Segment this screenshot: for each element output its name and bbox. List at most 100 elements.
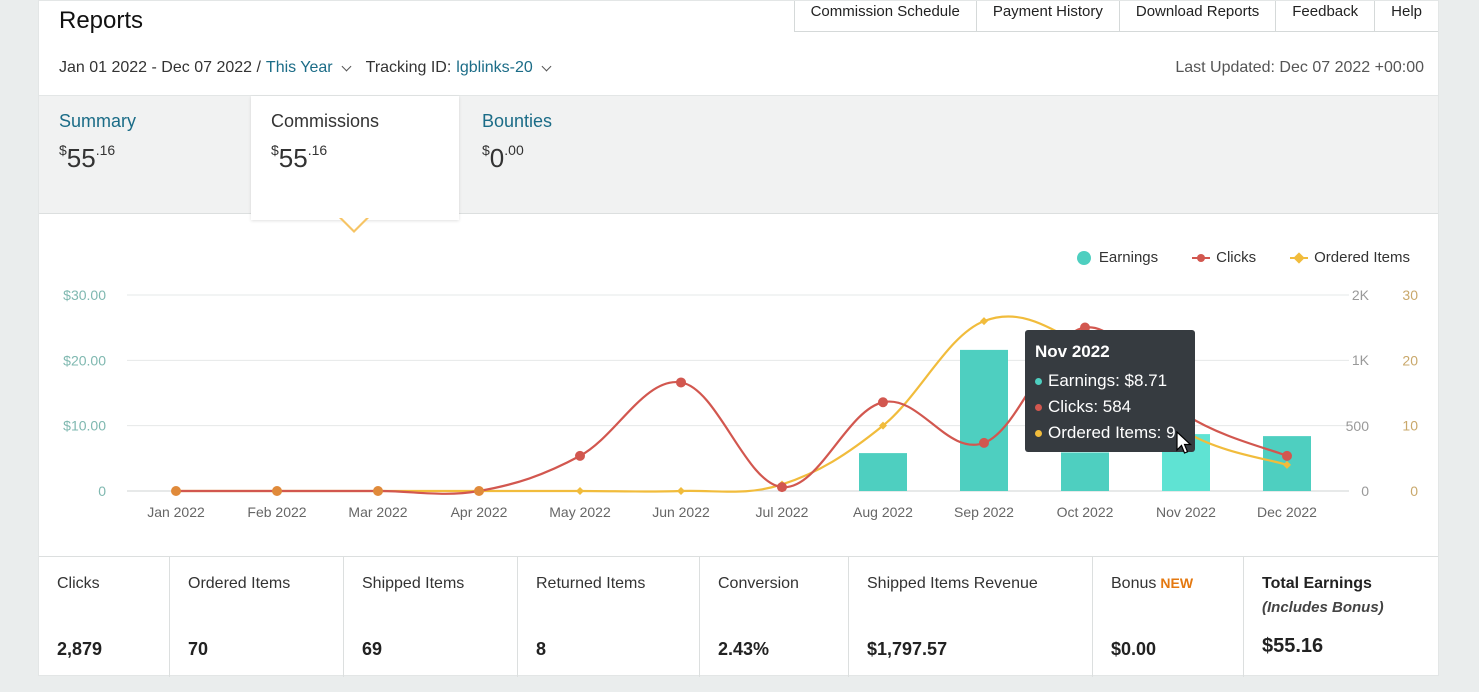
earnings-bar	[1061, 452, 1109, 491]
stat-value: $1,797.57	[867, 639, 948, 659]
tooltip-row-clicks: Clicks: 584	[1035, 394, 1185, 420]
filter-bar: Jan 01 2022 - Dec 07 2022 / This Year Tr…	[59, 59, 560, 77]
chart-tooltip: Nov 2022 Earnings: $8.71 Clicks: 584 Ord…	[1025, 330, 1195, 452]
tooltip-row-earnings: Earnings: $8.71	[1035, 368, 1185, 394]
x-axis-label: Jan 2022	[147, 504, 205, 520]
tracking-id-dropdown[interactable]: lgblinks-20	[456, 59, 533, 76]
x-axis-label: Dec 2022	[1257, 504, 1317, 520]
clicks-point	[979, 437, 989, 448]
clicks-point	[171, 486, 181, 496]
right-axis-ordered-tick: 10	[1402, 418, 1418, 434]
tab-commissions[interactable]: Commissions $55.16	[251, 96, 459, 220]
x-axis-label: Feb 2022	[247, 504, 306, 520]
stat-value: 2.43%	[718, 639, 770, 659]
stat-shipped-revenue: Shipped Items Revenue $1,797.57	[849, 557, 1093, 677]
tab-summary[interactable]: Summary $55.16	[39, 96, 251, 215]
left-axis-tick: $20.00	[63, 352, 106, 368]
stat-value: 2,879	[57, 639, 103, 659]
chart-legend: Earnings Clicks Ordered Items	[1043, 249, 1410, 266]
nav-payment-history[interactable]: Payment History	[977, 1, 1120, 31]
tab-summary-label: Summary	[59, 111, 137, 131]
x-axis-label: Jul 2022	[756, 504, 809, 520]
tab-bounties[interactable]: Bounties $0.00	[462, 96, 662, 215]
left-axis-tick: $30.00	[63, 287, 106, 303]
stat-sub-label: (Includes Bonus)	[1262, 599, 1384, 616]
active-tab-caret	[339, 217, 369, 233]
nav-feedback[interactable]: Feedback	[1276, 1, 1376, 31]
stat-total-earnings: Total Earnings (Includes Bonus) $55.16	[1244, 557, 1438, 677]
stat-clicks: Clicks 2,879	[39, 557, 170, 677]
stat-value: 8	[536, 639, 547, 659]
tracking-label: Tracking ID:	[365, 59, 452, 76]
legend-ordered-label: Ordered Items	[1314, 249, 1410, 266]
earnings-bar	[859, 453, 907, 491]
stat-shipped-items: Shipped Items 69	[344, 557, 518, 677]
tab-commissions-label: Commissions	[271, 111, 380, 131]
stat-bonus: Bonus NEW $0.00	[1093, 557, 1244, 677]
clicks-point	[272, 486, 282, 496]
clicks-point	[1282, 450, 1292, 461]
right-axis-clicks-tick: 2K	[1352, 287, 1370, 303]
left-axis-tick: 0	[98, 483, 106, 499]
x-axis-label: Aug 2022	[853, 504, 913, 520]
right-axis-clicks-tick: 0	[1361, 483, 1369, 499]
legend-ordered-items[interactable]: Ordered Items	[1290, 249, 1410, 266]
legend-earnings-marker	[1076, 250, 1091, 265]
earnings-bar	[960, 349, 1008, 491]
stat-value: 70	[188, 639, 209, 659]
legend-earnings[interactable]: Earnings	[1076, 249, 1159, 266]
chevron-down-icon[interactable]	[341, 61, 352, 71]
legend-clicks-marker	[1192, 253, 1211, 262]
stat-value: $55.16	[1262, 635, 1324, 657]
legend-clicks-label: Clicks	[1216, 249, 1257, 266]
mouse-cursor-icon	[1176, 431, 1192, 454]
ordered-items-point	[980, 317, 988, 326]
stat-conversion: Conversion 2.43%	[700, 557, 849, 677]
x-axis-label: Jun 2022	[652, 504, 710, 520]
stat-ordered-items: Ordered Items 70	[170, 557, 344, 677]
legend-earnings-label: Earnings	[1098, 249, 1159, 266]
nav-help[interactable]: Help	[1391, 3, 1422, 20]
right-axis-clicks-tick: 1K	[1352, 352, 1370, 368]
ordered-items-point	[879, 421, 887, 430]
last-updated: Last Updated: Dec 07 2022 +00:00	[1175, 59, 1424, 76]
stat-value: $0.00	[1111, 639, 1157, 659]
stat-label: Shipped Items	[362, 575, 465, 592]
period-dropdown[interactable]: This Year	[265, 59, 333, 76]
right-axis-ordered-tick: 0	[1410, 483, 1418, 499]
ordered-items-point	[1283, 460, 1291, 469]
left-axis-tick: $10.00	[63, 418, 106, 434]
clicks-point	[474, 486, 484, 496]
clicks-point	[878, 397, 888, 408]
clicks-point	[575, 450, 585, 461]
stat-label: Ordered Items	[188, 575, 291, 592]
stat-label: Shipped Items Revenue	[867, 575, 1038, 592]
clicks-point	[777, 482, 787, 493]
earnings-chart: 0 $10.00 $20.00 $30.00 0 500 1K 2K 0 10 20 30 Jan 20…	[63, 287, 1418, 520]
x-axis-label: May 2022	[549, 504, 611, 520]
page-title: Reports	[59, 7, 144, 34]
reports-card: Reports Commission Schedule Payment Hist…	[38, 0, 1439, 677]
stats-row: Clicks 2,879 Ordered Items 70 Shipped It…	[39, 556, 1438, 677]
nav-download-reports[interactable]: Download Reports	[1120, 1, 1277, 31]
tab-summary-value: $55.16	[59, 142, 116, 173]
date-range: Jan 01 2022 - Dec 07 2022 /	[59, 59, 261, 76]
tab-bounties-label: Bounties	[482, 111, 553, 131]
legend-clicks[interactable]: Clicks	[1192, 249, 1256, 266]
right-axis-clicks-tick: 500	[1346, 418, 1370, 434]
new-badge: NEW	[1160, 575, 1194, 591]
tooltip-row-ordered: Ordered Items: 9	[1035, 420, 1185, 446]
tab-commissions-value: $55.16	[271, 142, 328, 173]
x-axis-label: Oct 2022	[1057, 504, 1114, 520]
stat-label: Returned Items	[536, 575, 646, 592]
chevron-down-icon[interactable]	[541, 61, 552, 71]
nav-commission-schedule[interactable]: Commission Schedule	[795, 1, 977, 31]
top-nav: Commission Schedule Payment History Down…	[793, 1, 1438, 32]
tabs-band: Summary $55.16 Commissions $55.16 Bounti…	[39, 95, 1438, 220]
x-axis-label: Sep 2022	[954, 504, 1014, 520]
clicks-point	[373, 486, 383, 496]
legend-ordered-marker	[1290, 251, 1309, 264]
ordered-items-point	[677, 487, 685, 495]
ordered-items-point	[576, 487, 584, 495]
stat-returned-items: Returned Items 8	[518, 557, 700, 677]
